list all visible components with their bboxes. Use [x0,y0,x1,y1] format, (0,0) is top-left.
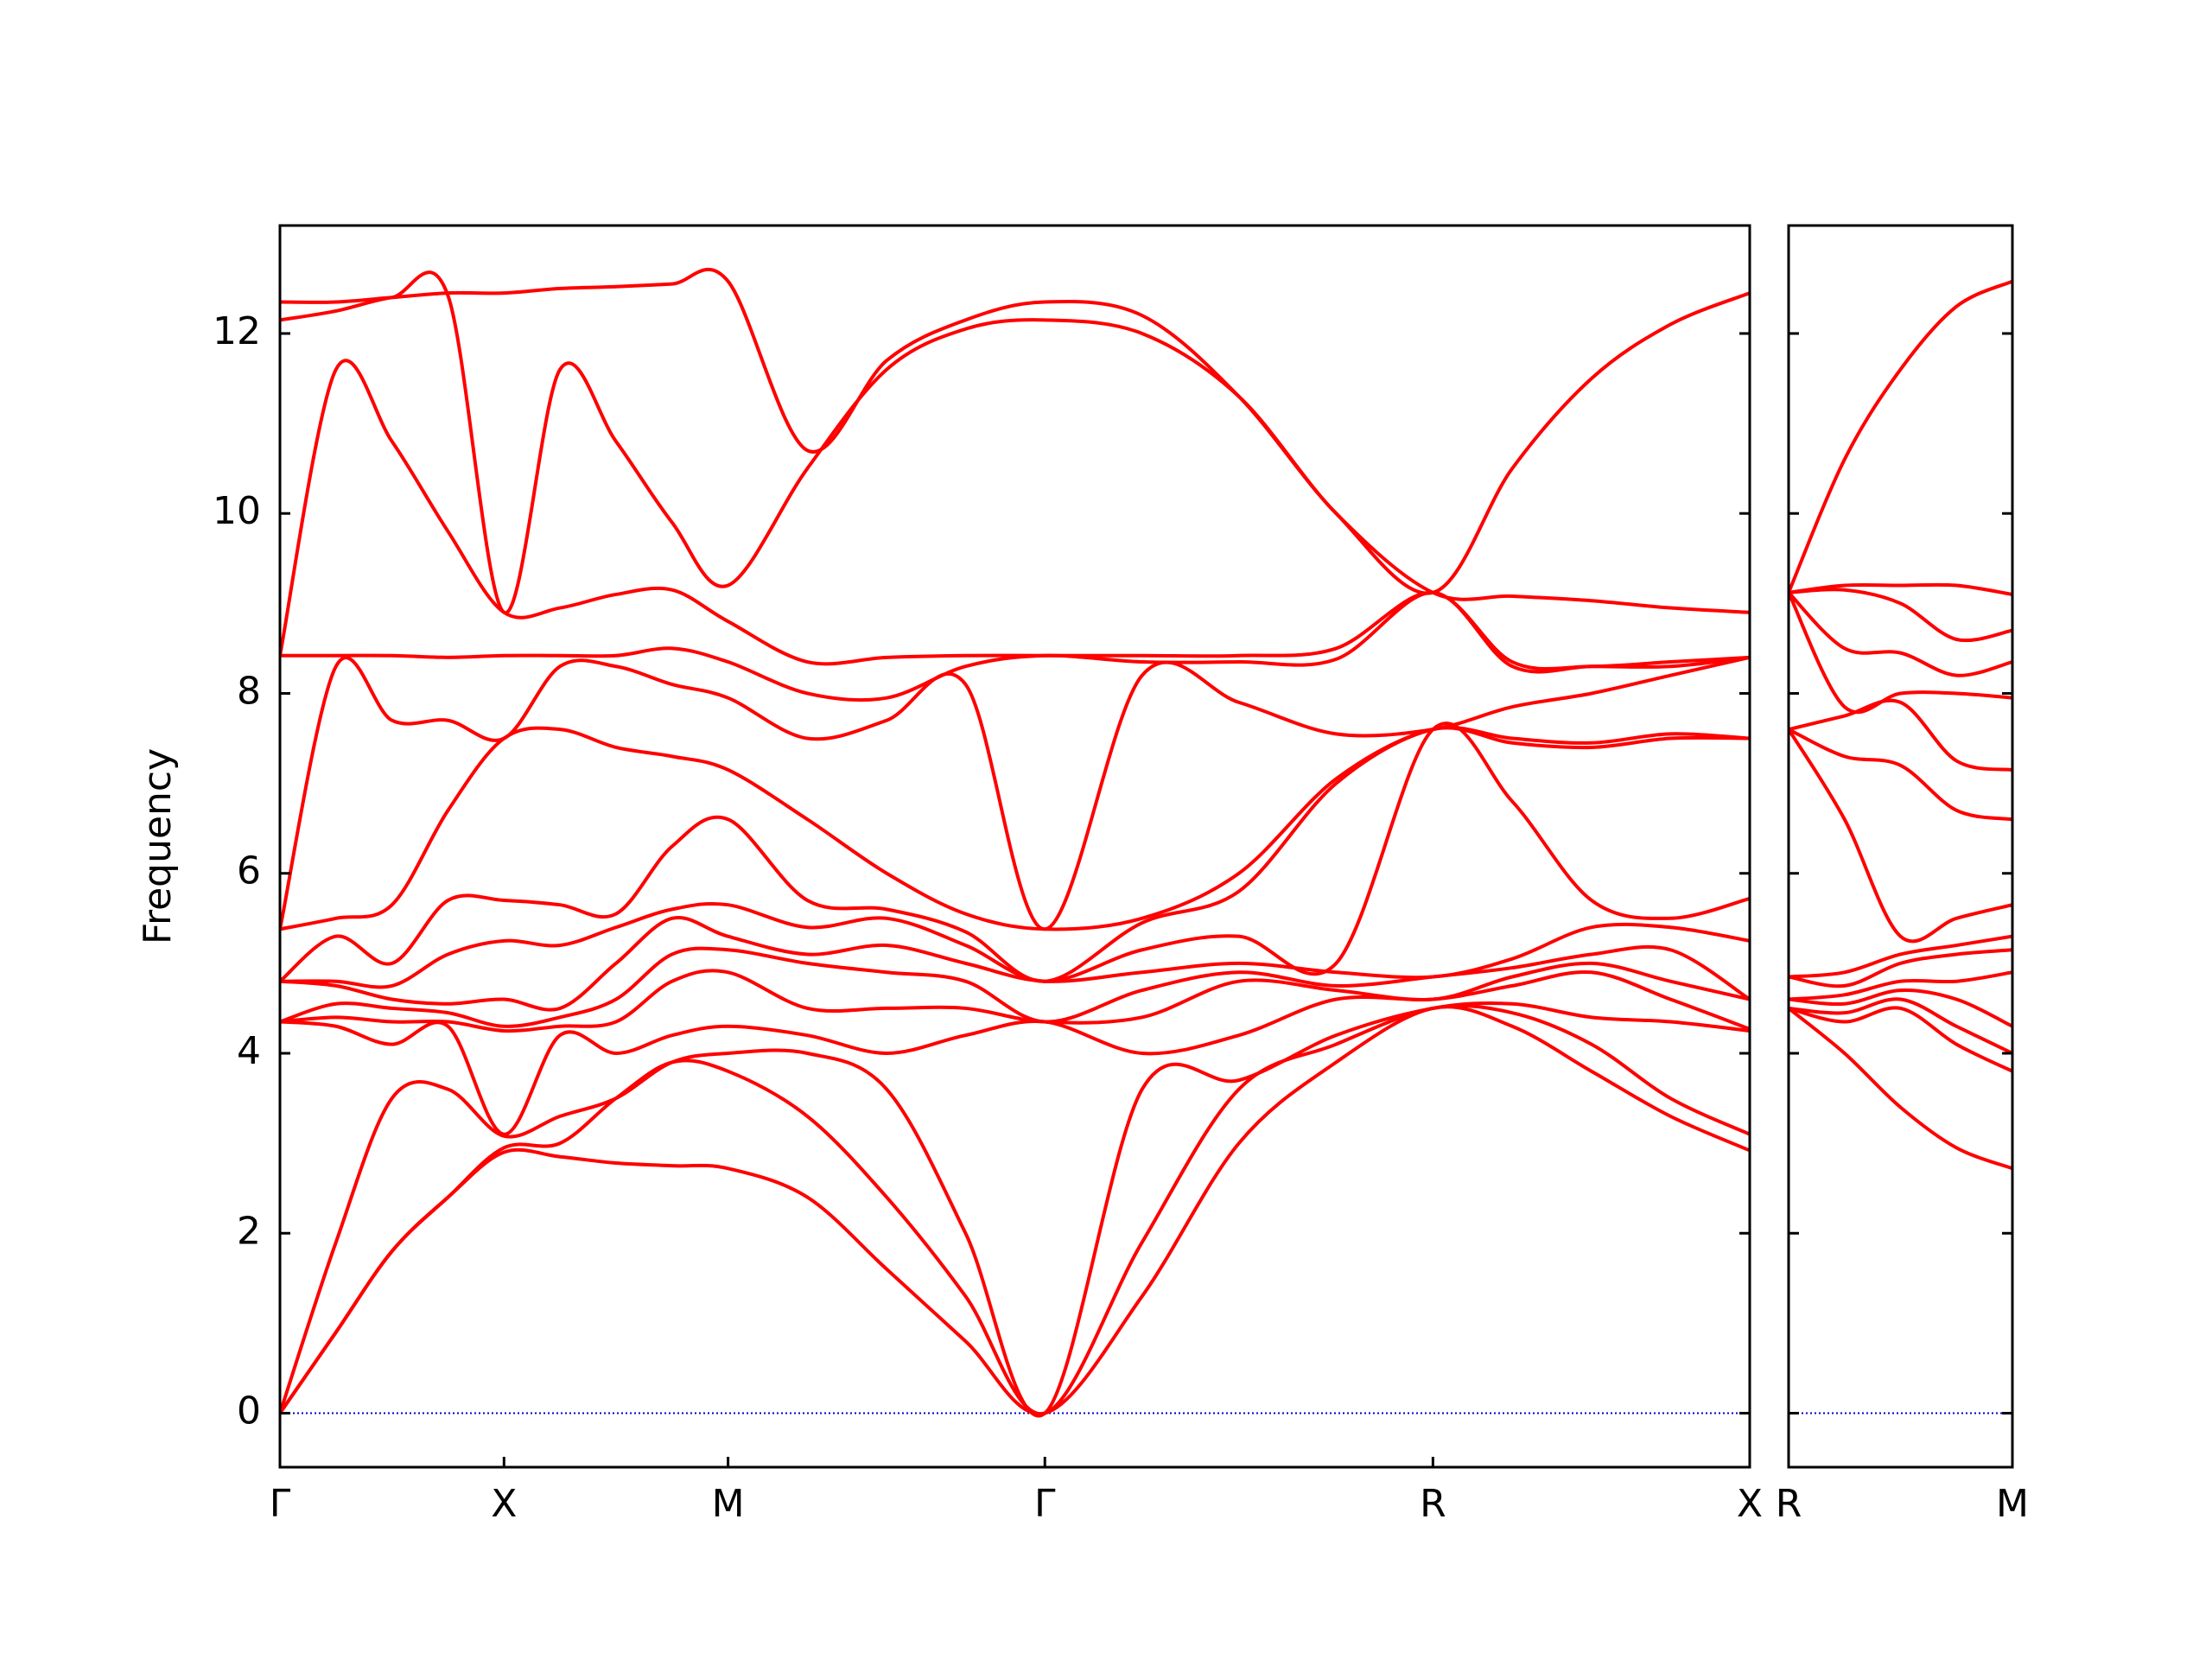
x-tick-label: R [1776,1482,1802,1526]
band-line [280,1001,1750,1418]
y-tick-label: 2 [237,1209,261,1253]
band-line [1789,728,2012,944]
band-line [280,944,1750,1028]
band-line [280,915,1750,1012]
x-tick-label: X [491,1482,517,1526]
band-line [280,1005,1750,1416]
band-line [1789,948,2012,988]
band-line [1789,1007,2012,1171]
band-line [280,270,1750,614]
plot-frame [278,224,1751,1469]
band-line [1789,1006,2012,1073]
band-line [1789,970,2012,1001]
band-line [1789,588,2012,643]
band-line [1789,591,2012,715]
band-line [280,961,1750,1033]
y-tick-label: 12 [213,309,261,353]
band-line [1789,997,2012,1055]
band-line [280,268,1750,595]
band-line [280,590,1750,702]
band-line [1789,988,2012,1028]
x-tick-label: X [1737,1482,1763,1526]
band-line [1789,591,2012,677]
x-tick-label: Γ [270,1482,291,1526]
y-tick-label: 6 [237,849,261,893]
band-line [1789,934,2012,979]
band-line [1789,582,2012,596]
plot-frame [1787,224,2014,1469]
band-line [1789,728,2012,822]
band-line [280,721,1750,989]
y-tick-label: 10 [213,489,261,533]
x-tick-label: Γ [1034,1482,1056,1526]
band-line [280,655,1750,931]
x-tick-label: M [712,1482,745,1526]
band-line [280,726,1750,983]
band-line [280,969,1750,1136]
band-line [280,725,1750,931]
y-tick-label: 8 [237,669,261,713]
band-line [1789,279,2012,594]
y-tick-label: 0 [237,1389,261,1433]
y-tick-label: 4 [237,1029,261,1073]
band-line [280,359,1750,671]
x-tick-label: M [1996,1482,2029,1526]
band-line [280,1004,1750,1416]
x-tick-label: R [1420,1482,1446,1526]
band-line [1789,698,2012,772]
y-axis-label: Frequency [136,748,180,944]
